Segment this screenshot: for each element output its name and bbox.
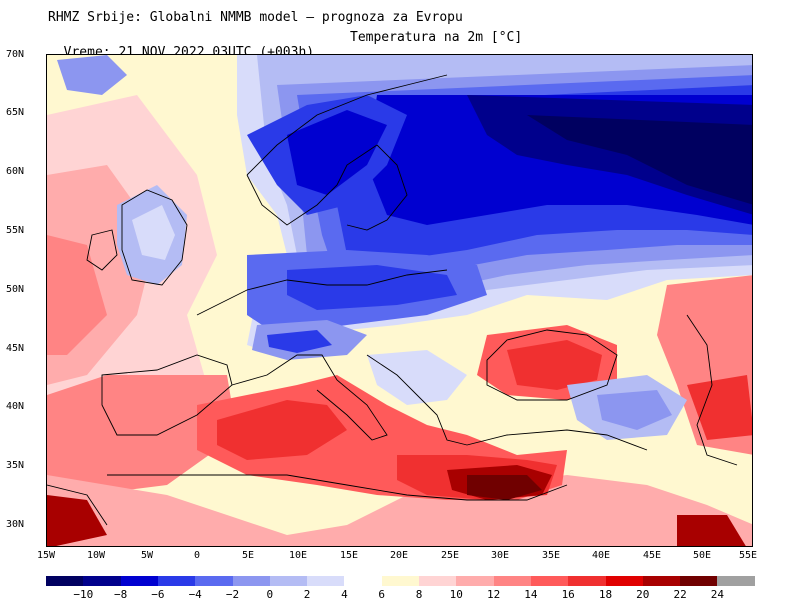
lon-label-0: 0 [193,550,201,561]
lon-label-10w: 10W [86,550,106,561]
legend-swatch--2_0 [232,576,271,586]
legend-label: 4 [341,588,348,601]
legend-swatch-18_20 [605,576,644,586]
lat-label-60n: 60N [6,166,25,177]
legend-label: −8 [113,588,128,601]
lon-label-35e: 35E [541,550,561,561]
legend-label: 24 [710,588,725,601]
legend-label: 6 [378,588,385,601]
lon-label-45e: 45E [642,550,662,561]
legend-label: −10 [73,588,94,601]
lon-label-50e: 50E [692,550,712,561]
lon-label-40e: 40E [591,550,611,561]
lon-label-15e: 15E [339,550,359,561]
parameter-label: Temperatura na 2m [°C] [350,30,523,45]
legend-swatch-2_4 [307,576,345,586]
legend-label: −6 [151,588,165,601]
lat-label-40n: 40N [6,401,25,412]
color-legend [46,576,756,586]
lon-label-15w: 15W [36,550,56,561]
legend-label: 14 [524,588,538,601]
legend-swatch--10_-8 [83,576,122,586]
legend-swatch-16_18 [568,576,606,586]
legend-label: 16 [561,588,575,601]
lon-label-5e: 5E [241,550,255,561]
legend-label: 22 [673,588,687,601]
lat-label-65n: 65N [6,107,25,118]
legend-swatch-22_24 [680,576,718,586]
legend-swatch--8_-6 [120,576,159,586]
legend-swatch-8_10 [419,576,457,586]
legend-label: 18 [598,588,613,601]
legend-label: −2 [225,588,240,601]
lon-label-10e: 10E [288,550,308,561]
lat-label-55n: 55N [6,225,25,236]
lat-label-45n: 45N [6,343,25,354]
legend-swatch--4_-2 [195,576,233,586]
legend-swatch-gt_24 [717,576,756,586]
lon-label-30e: 30E [490,550,510,561]
temperature-field [47,55,752,546]
legend-swatch-14_16 [530,576,569,586]
legend-label: 2 [303,588,311,601]
lat-label-35n: 35N [6,460,25,471]
legend-swatch-0_2 [269,576,308,586]
legend-label: −4 [188,588,202,601]
chart-title: RHMZ Srbije: Globalni NMMB model — progn… [48,10,463,25]
lon-label-25e: 25E [440,550,460,561]
lon-label-20e: 20E [389,550,409,561]
legend-swatch--6_-4 [157,576,196,586]
lon-label-55e: 55E [738,550,758,561]
legend-label: 8 [415,588,423,601]
temperature-map [46,54,753,547]
legend-swatch-20_22 [642,576,681,586]
legend-swatch-lt_-10 [46,576,84,586]
legend-label: 0 [266,588,274,601]
legend-swatch-10_12 [456,576,495,586]
lat-label-50n: 50N [6,284,25,295]
legend-label: 10 [449,588,463,601]
legend-swatch-6_8 [381,576,420,586]
legend-label: 20 [636,588,650,601]
legend-swatch-12_14 [493,576,532,586]
lat-label-30n: 30N [6,519,25,530]
legend-label: 12 [486,588,501,601]
lat-label-70n: 70N [6,49,25,60]
legend-swatch-4_6 [344,576,383,586]
lon-label-5w: 5W [140,550,154,561]
